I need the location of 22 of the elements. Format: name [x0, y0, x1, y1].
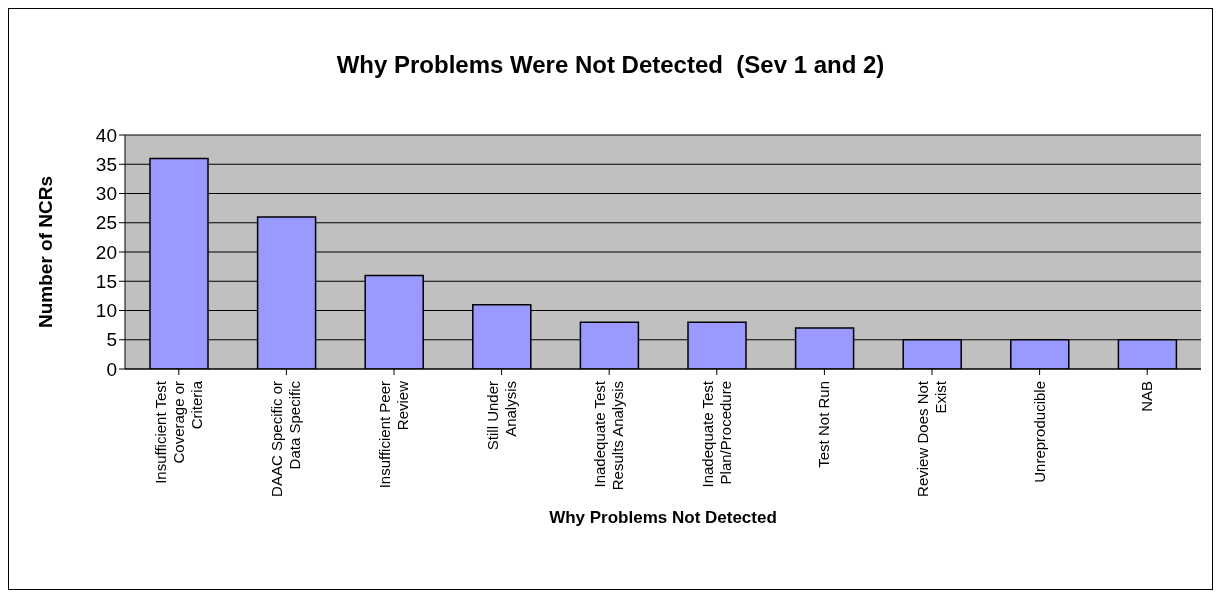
- x-tick-label: Insufficient Peer Review: [376, 380, 411, 489]
- y-tick-label: 30: [95, 183, 117, 205]
- x-tick-label: Test Not Run: [815, 381, 833, 468]
- x-tick-label: Review Does Not Exist: [914, 380, 949, 497]
- y-tick-label: 25: [95, 212, 117, 234]
- y-tick-label: 0: [106, 358, 117, 380]
- y-tick-label: 5: [106, 329, 117, 351]
- x-tick-label: NAB: [1138, 381, 1156, 412]
- chart-title: Why Problems Were Not Detected (Sev 1 and 2): [335, 51, 886, 79]
- y-tick-label: 10: [95, 300, 117, 322]
- x-axis-title: Why Problems Not Detected: [549, 508, 777, 527]
- y-tick-label: 20: [95, 241, 117, 263]
- y-axis-title: Number of NCRs: [34, 175, 56, 329]
- x-tick-label: Insufficient Test Coverage or Criteria: [151, 380, 205, 484]
- x-tick-label: Unreproducible: [1030, 381, 1048, 483]
- y-tick-label: 40: [95, 124, 117, 146]
- x-tick-label: Inadequate Test Results Analysis: [591, 380, 627, 491]
- x-tick-label: Still Under Analysis: [483, 381, 519, 451]
- x-tick-label: Inadequate Test Plan/Procedure: [698, 380, 734, 488]
- y-tick-label: 15: [95, 270, 117, 292]
- x-tick-label: DAAC Specific or Data Specific: [268, 380, 304, 497]
- y-tick-label: 35: [95, 153, 117, 175]
